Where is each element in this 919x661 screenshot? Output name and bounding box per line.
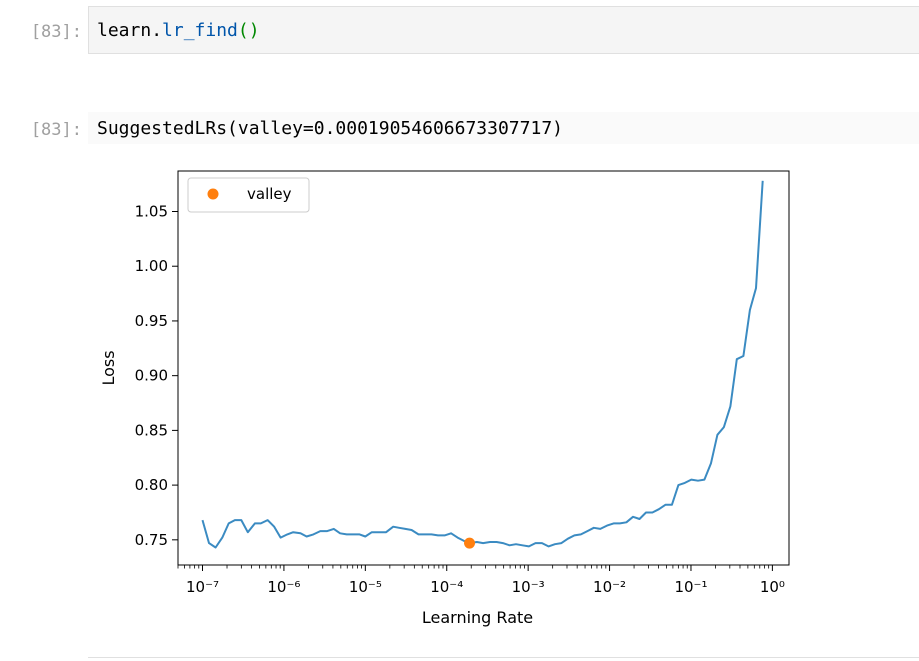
input-prompt: [83]:: [30, 22, 82, 42]
loss-line: [201, 180, 764, 549]
code-dot: .: [151, 20, 163, 41]
x-tick-label: 10⁻¹: [674, 578, 707, 596]
code-input-cell[interactable]: learn.lr_find(): [88, 6, 919, 54]
output-background: [88, 112, 919, 144]
y-tick-label: 1.00: [135, 257, 168, 275]
x-tick-label: 10⁻³: [512, 578, 545, 596]
legend-label: valley: [247, 185, 292, 203]
code-line: learn.lr_find(): [97, 20, 260, 42]
code-method: lr_find: [162, 20, 238, 41]
y-tick-label: 0.95: [135, 312, 168, 330]
y-tick-label: 1.05: [135, 202, 168, 220]
output-prompt: [83]:: [30, 120, 82, 140]
valley-marker: [464, 537, 476, 549]
x-tick-label: 10⁻⁷: [186, 578, 219, 596]
output-text: SuggestedLRs(valley=0.000190546066733077…: [97, 118, 563, 139]
legend-marker: [207, 188, 219, 200]
y-tick-label: 0.90: [135, 367, 168, 385]
code-parens: (): [237, 20, 260, 41]
plot-frame: [177, 170, 790, 566]
cell-divider: [88, 657, 919, 658]
code-object: learn: [97, 20, 152, 41]
y-tick-label: 0.80: [135, 476, 168, 494]
y-axis-label: Loss: [99, 350, 118, 385]
x-tick-label: 10⁰: [760, 578, 785, 596]
x-tick-label: 10⁻²: [593, 578, 626, 596]
x-axis-label: Learning Rate: [422, 608, 533, 627]
y-tick-label: 0.75: [135, 531, 168, 549]
x-tick-label: 10⁻⁴: [430, 578, 463, 596]
x-tick-label: 10⁻⁵: [349, 578, 382, 596]
y-tick-label: 0.85: [135, 421, 168, 439]
legend-box: [187, 177, 310, 213]
x-tick-label: 10⁻⁶: [267, 578, 300, 596]
